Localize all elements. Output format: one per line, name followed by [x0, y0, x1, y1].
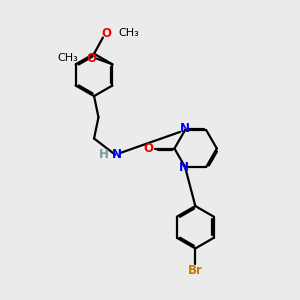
Text: O: O — [86, 52, 96, 65]
Text: CH₃: CH₃ — [118, 28, 139, 38]
Text: N: N — [112, 148, 122, 161]
Text: H: H — [98, 148, 108, 161]
Text: N: N — [178, 161, 189, 174]
Text: O: O — [102, 27, 112, 40]
Text: CH₃: CH₃ — [58, 53, 79, 63]
Text: N: N — [179, 122, 190, 135]
Text: Br: Br — [188, 264, 203, 277]
Text: O: O — [144, 142, 154, 155]
